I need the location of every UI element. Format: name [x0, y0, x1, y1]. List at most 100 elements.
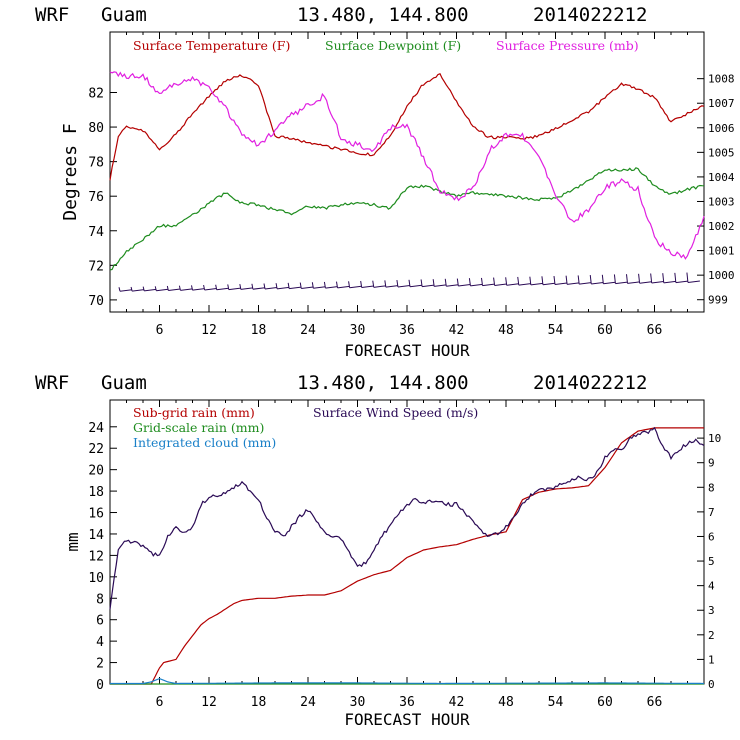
chart1-wind-barb-flag	[275, 283, 278, 289]
chart1-wind-barb	[446, 284, 459, 287]
chart1-wind-barb-flag	[481, 277, 483, 286]
chart1-wind-barb	[409, 284, 423, 288]
chart2-y2-tick-label: 4	[708, 580, 715, 593]
chart1-x-tick-label: 18	[251, 323, 267, 338]
chart1-wind-barb	[228, 287, 241, 291]
chart1-wind-barb-flag	[468, 278, 471, 286]
chart1-x-tick-label: 48	[498, 323, 514, 338]
chart1-wind-barb	[216, 287, 229, 291]
chart1-wind-barb	[277, 286, 290, 290]
chart1-y2-tick-label: 1006	[708, 122, 735, 135]
chart1-wind-barb	[615, 281, 628, 285]
chart1-y2-tick-label: 1003	[708, 195, 735, 208]
chart1-wind-barb-flag	[577, 275, 580, 285]
chart1-series-surface-dewpoint-f	[109, 167, 705, 271]
chart1-wind-barb-flag	[517, 276, 520, 286]
chart1-y-tick-label: 72	[88, 259, 104, 274]
chart2-y-tick-label: 14	[88, 528, 104, 543]
chart2-legend-subgrid-rain: Sub-grid rain (mm)	[133, 405, 255, 420]
chart2-legend-cloud: Integrated cloud (mm)	[133, 435, 276, 450]
chart1-wind-barb-flag	[674, 272, 677, 283]
chart2-y-tick-label: 12	[88, 549, 104, 564]
chart1-x-tick-label: 54	[548, 323, 564, 338]
chart1-x-tick-label: 36	[399, 323, 415, 338]
chart1-wind-barb	[494, 283, 507, 286]
chart1-wind-barb	[144, 288, 157, 292]
chart1-y2-tick-label: 1002	[708, 220, 735, 233]
chart2-y2-tick-label: 6	[708, 530, 715, 543]
chart2-x-tick-label: 6	[156, 695, 164, 710]
chart1-wind-barb-flag	[287, 282, 290, 289]
chart2-y-tick-label: 18	[88, 485, 104, 500]
chart1-wind-barb	[385, 285, 398, 288]
chart2-y-tick-label: 10	[88, 571, 104, 586]
chart1-wind-barb	[373, 285, 386, 288]
chart1-wind-barb-flag	[191, 285, 193, 291]
chart1-wind-barb	[349, 285, 362, 289]
chart2-header-time: 2014022212	[533, 372, 648, 394]
chart1-wind-barb	[204, 287, 217, 291]
chart2-x-tick-label: 42	[449, 695, 465, 710]
chart1-wind-barb	[132, 289, 145, 292]
chart1-wind-barb-flag	[311, 282, 314, 289]
chart2-y-tick-label: 2	[96, 657, 104, 672]
chart2-y2-tick-label: 10	[708, 432, 721, 445]
chart1-wind-barb	[530, 282, 543, 286]
chart1-wind-barb	[458, 284, 471, 287]
chart1-wind-barb-flag	[686, 272, 689, 283]
chart1-wind-barb-flag	[505, 277, 508, 286]
chart1-wind-barb-flag	[408, 279, 411, 287]
chart1-wind-barb-flag	[215, 284, 218, 290]
chart1-wind-barb	[470, 283, 483, 287]
chart1-legend-dewpoint: Surface Dewpoint (F)	[325, 38, 461, 53]
chart1-wind-barb-flag	[456, 278, 459, 287]
chart2-x-tick-label: 66	[647, 695, 663, 710]
chart1-wind-barb-flag	[384, 280, 387, 288]
chart1-header-time: 2014022212	[533, 4, 648, 26]
chart2-y2-tick-label: 8	[708, 481, 715, 494]
chart1-wind-barb	[325, 286, 338, 289]
chart1-wind-barb	[651, 281, 664, 284]
chart1-wind-barb-flag	[553, 275, 556, 285]
chart1-plot-frame	[109, 31, 705, 313]
chart1-wind-barb	[579, 282, 592, 285]
chart1-wind-barb-flag	[166, 285, 169, 291]
chart1-wind-barb-flag	[589, 275, 592, 285]
chart2-header-coords: 13.480, 144.800	[297, 372, 469, 394]
chart1-x-tick-label: 6	[156, 323, 164, 338]
chart2-x-tick-label: 48	[498, 695, 514, 710]
chart2-y2-tick-label: 9	[708, 457, 715, 470]
chart1-x-tick-label: 60	[597, 323, 613, 338]
chart1-series-surface-temperature-f	[109, 73, 705, 181]
chart2-y-tick-label: 24	[88, 421, 104, 436]
chart2-y-tick-label: 20	[88, 464, 104, 479]
chart2-series-sub-grid-rain-mm	[110, 427, 704, 685]
chart1-y2-tick-label: 999	[708, 294, 728, 307]
chart1-wind-barb	[603, 281, 616, 285]
chart2-header-model: WRF	[35, 372, 70, 394]
chart1-wind-barb-flag	[662, 273, 665, 283]
chart1-wind-barb-flag	[239, 284, 242, 290]
chart2-x-axis-label: FORECAST HOUR	[344, 710, 470, 729]
chart2-y-axis-label: mm	[63, 532, 82, 551]
chart2-legend-wind-speed: Surface Wind Speed (m/s)	[313, 405, 478, 420]
chart2-header-location: Guam	[101, 372, 147, 394]
chart1-wind-barb-flag	[323, 281, 326, 289]
chart1-wind-barb	[542, 282, 555, 286]
chart2-x-tick-label: 36	[399, 695, 415, 710]
chart1-header-model: WRF	[35, 4, 70, 26]
chart1-wind-barb	[663, 280, 676, 284]
chart2-x-tick-label: 30	[350, 695, 366, 710]
chart1-x-tick-label: 30	[350, 323, 366, 338]
chart2-y-tick-label: 16	[88, 507, 104, 522]
chart1-wind-barb	[506, 283, 519, 286]
chart1-wind-barb-flag	[372, 280, 375, 288]
chart1-x-tick-label: 24	[300, 323, 316, 338]
chart1-wind-barb	[168, 288, 181, 292]
chart1-wind-barb	[313, 286, 326, 289]
chart1-wind-barb	[675, 280, 688, 284]
chart1-wind-barb	[301, 286, 314, 289]
chart1-wind-barb-flag	[251, 283, 254, 290]
chart2-x-tick-label: 12	[201, 695, 217, 710]
chart1-y-tick-label: 78	[88, 156, 104, 171]
